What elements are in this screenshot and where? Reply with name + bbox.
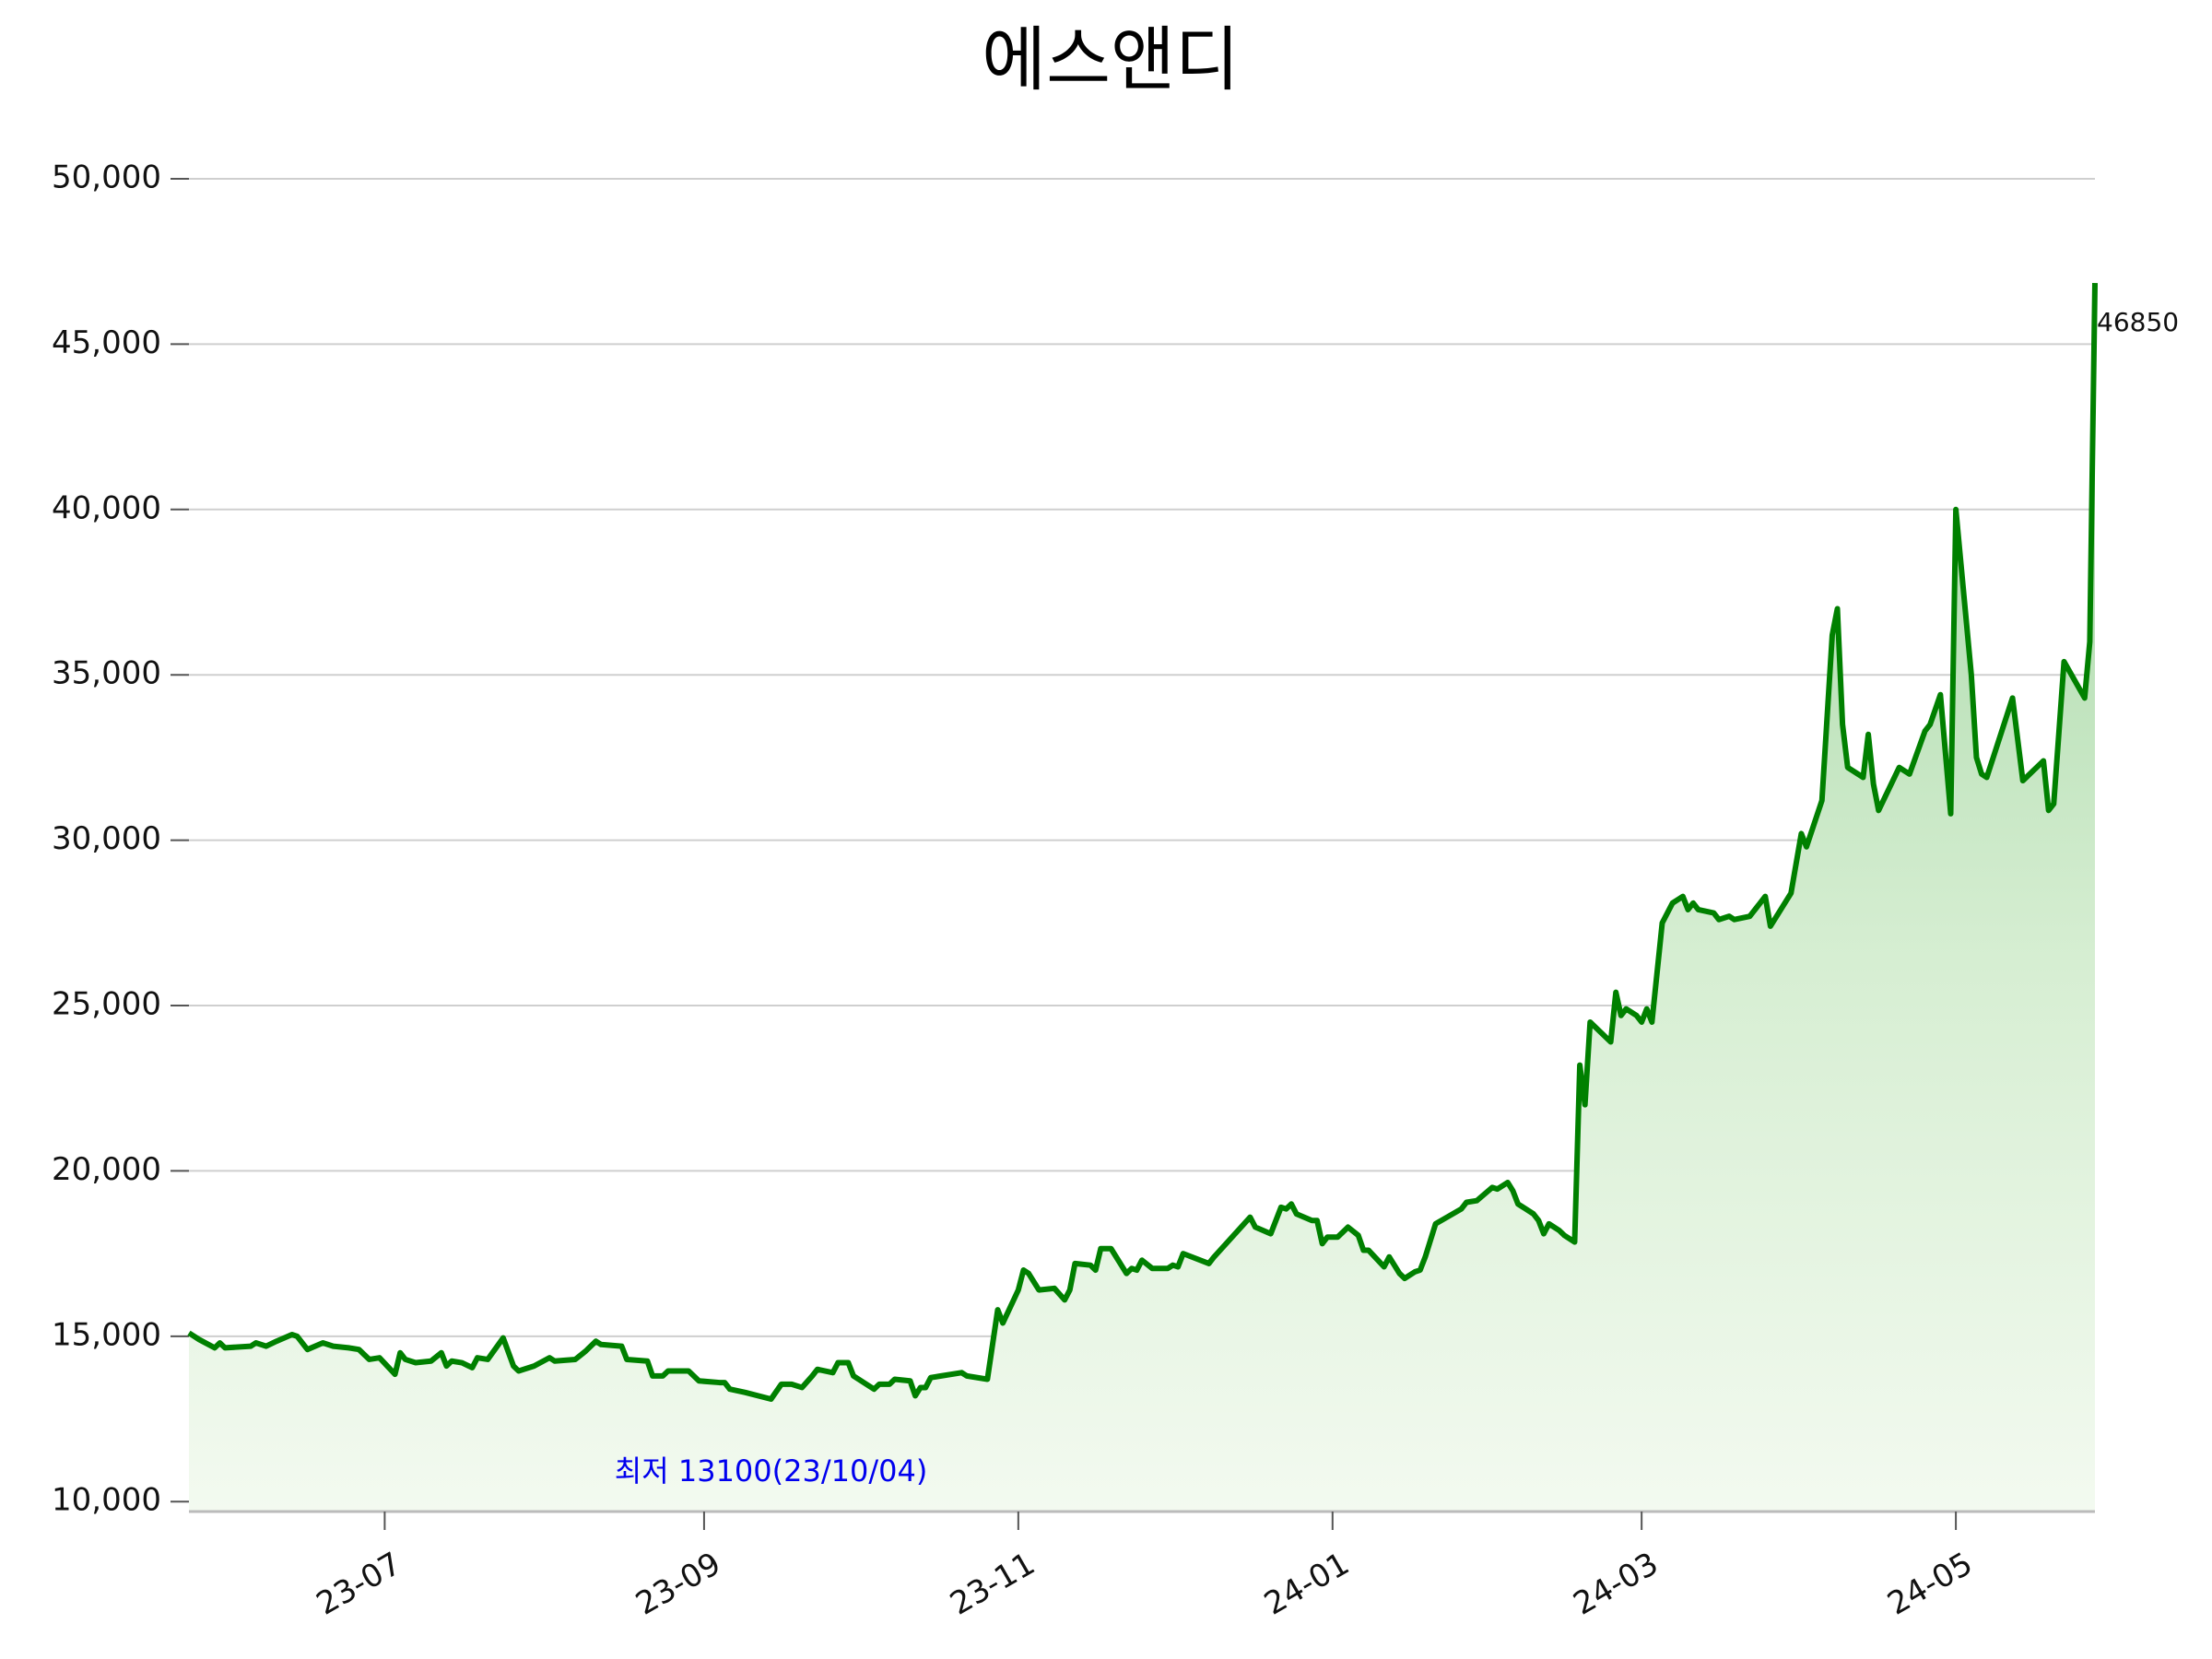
area-fill <box>189 283 2095 1512</box>
x-tick-label: 23-09 <box>629 1546 727 1623</box>
x-tick-label: 24-05 <box>1881 1546 1979 1623</box>
y-tick-label: 20,000 <box>52 1151 161 1188</box>
y-tick-label: 10,000 <box>52 1482 161 1519</box>
y-tick-label: 45,000 <box>52 324 161 361</box>
y-tick-label: 30,000 <box>52 820 161 857</box>
x-tick-label: 24-03 <box>1567 1546 1665 1623</box>
y-tick-label: 35,000 <box>52 655 161 692</box>
y-tick-label: 15,000 <box>52 1316 161 1353</box>
last-value-label: 46850 <box>2097 307 2179 337</box>
y-tick-label: 25,000 <box>52 986 161 1023</box>
price-line <box>187 282 2098 1403</box>
min-annotation: 최저 13100(23/10/04) <box>615 1453 928 1488</box>
x-tick-label: 23-11 <box>944 1546 1041 1623</box>
y-tick-label: 40,000 <box>52 489 161 526</box>
x-tick-label: 23-07 <box>311 1546 408 1623</box>
x-tick-label: 24-01 <box>1258 1546 1356 1623</box>
y-tick-label: 50,000 <box>52 159 161 196</box>
chart-title: 에스앤디 <box>982 18 1240 100</box>
